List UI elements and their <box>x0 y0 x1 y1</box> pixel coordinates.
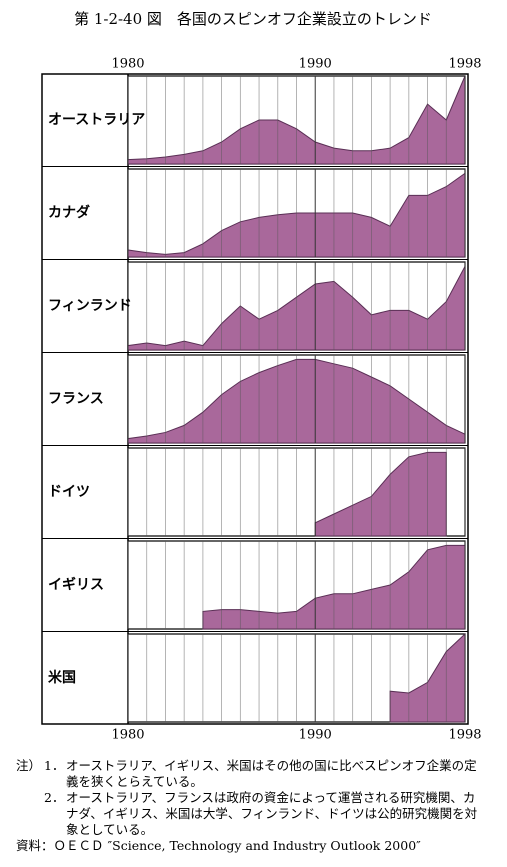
chart-title: 第 1-2-40 図 各国のスピンオフ企業設立のトレンド <box>74 10 432 28</box>
source: 資料：ＯＥＣＤ ″Science, Technology and Industr… <box>16 838 421 853</box>
note-number: 1． <box>44 758 65 773</box>
series-label: オーストラリア <box>48 112 145 128</box>
note-row: 注） 1． オーストラリア、イギリス、米国はその他の国に比べスピンオフ企業の定義… <box>16 758 486 790</box>
x-tick-label: 1990 <box>299 57 332 72</box>
x-tick-label: 1998 <box>448 57 481 72</box>
note-text: オーストラリア、フランスは政府の資金によって運営される研究機関、カナダ、イギリス… <box>66 790 478 837</box>
note-row: 2． オーストラリア、フランスは政府の資金によって運営される研究機関、カナダ、イ… <box>16 790 486 838</box>
series-label: ドイツ <box>48 484 90 500</box>
notes: 注） 1． オーストラリア、イギリス、米国はその他の国に比べスピンオフ企業の定義… <box>16 758 486 854</box>
x-tick-label: 1980 <box>111 57 144 72</box>
area <box>202 544 466 630</box>
x-tick-label: 1980 <box>111 728 144 743</box>
chart: 第 1-2-40 図 各国のスピンオフ企業設立のトレンド 1980 1980 199… <box>41 10 482 743</box>
x-tick-label: 1998 <box>448 728 481 743</box>
note-number: 2． <box>44 790 65 805</box>
series-label: フィンランド <box>48 298 132 314</box>
x-tick-label: 1990 <box>299 728 332 743</box>
series-label: フランス <box>48 391 104 407</box>
note-label: 注） <box>16 758 42 773</box>
series-label: 米国 <box>48 669 76 686</box>
note-text: オーストラリア、イギリス、米国はその他の国に比べスピンオフ企業の定義を狭くとらえ… <box>66 758 477 789</box>
frame <box>41 73 469 725</box>
series-label: イギリス <box>48 576 104 593</box>
series-label: カナダ <box>48 204 90 221</box>
